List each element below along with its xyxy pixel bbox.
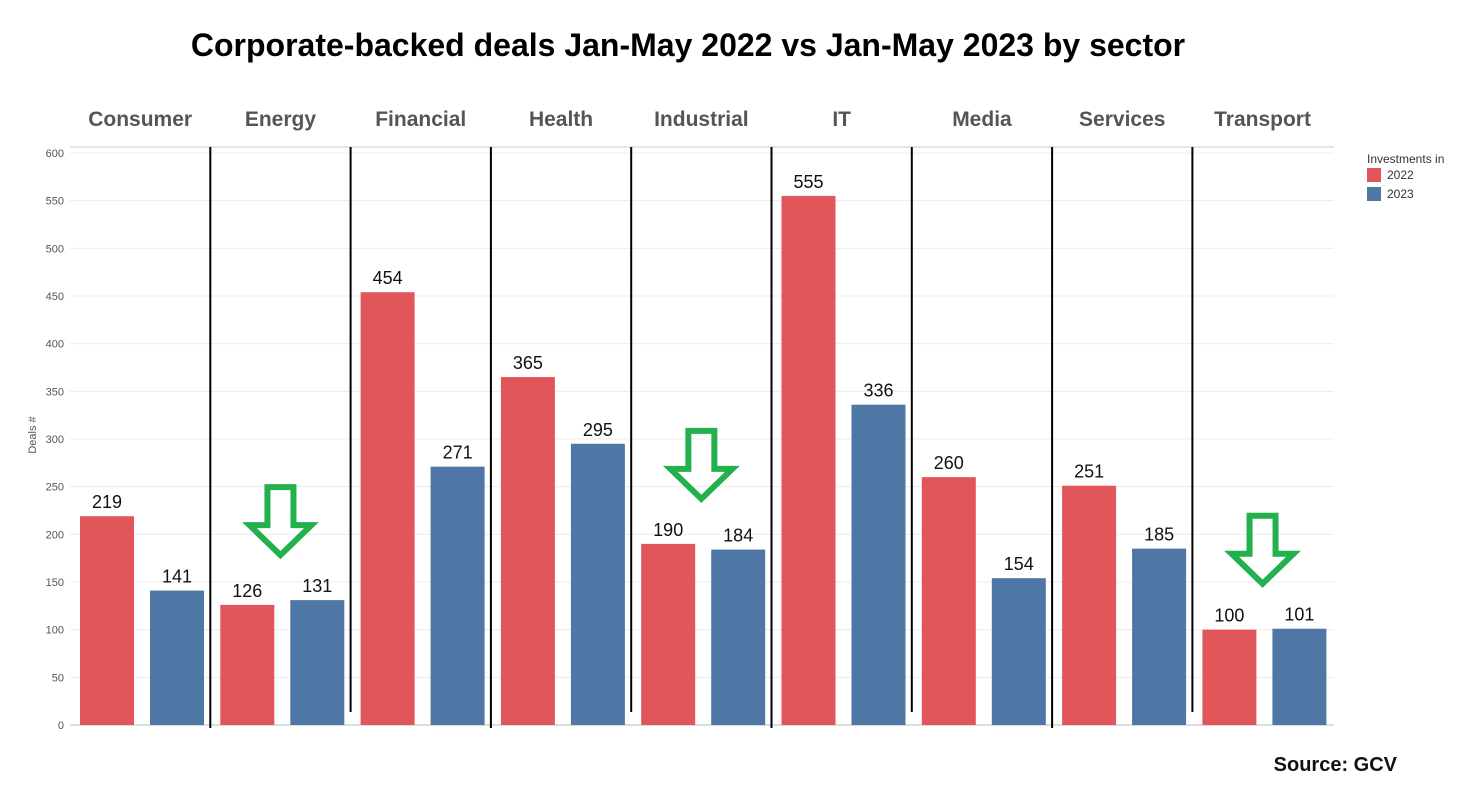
sector-header: IT xyxy=(832,108,851,131)
gridlines xyxy=(70,146,1334,726)
legend: Investments in 2022 2023 xyxy=(1367,152,1444,201)
sector-header: Services xyxy=(1079,108,1165,131)
y-tick-label: 100 xyxy=(46,625,64,637)
bar xyxy=(220,604,275,725)
sector-headers: Consumer Energy Financial Health Industrial I… xyxy=(88,108,1311,131)
bar xyxy=(641,543,696,725)
legend-swatch xyxy=(1367,187,1381,201)
bar xyxy=(1062,485,1117,725)
data-label: 141 xyxy=(162,567,192,587)
y-axis-label: Deals # xyxy=(27,415,39,453)
y-axis: 0 50 100 150 200 250 300 350 400 450 500 550 600 xyxy=(46,148,64,732)
y-tick-label: 50 xyxy=(52,672,64,684)
data-label: 185 xyxy=(1144,525,1174,545)
sector-header: Transport xyxy=(1214,108,1311,131)
bar xyxy=(711,549,766,725)
bar xyxy=(1272,628,1327,725)
bar xyxy=(500,377,555,725)
y-tick-label: 0 xyxy=(58,720,64,732)
chart-title: Corporate-backed deals Jan-May 2022 vs J… xyxy=(191,27,1185,63)
sector-header: Media xyxy=(952,108,1012,131)
data-label: 271 xyxy=(443,443,473,463)
data-label: 184 xyxy=(723,526,753,546)
bar xyxy=(570,443,625,725)
sector-header: Financial xyxy=(375,108,466,131)
down-arrow-icon xyxy=(662,427,740,504)
data-label: 555 xyxy=(793,172,823,192)
sector-header: Consumer xyxy=(88,108,192,131)
bar xyxy=(1132,548,1187,725)
data-label: 126 xyxy=(232,581,262,601)
y-tick-label: 150 xyxy=(46,577,64,589)
data-label: 336 xyxy=(863,381,893,401)
bar xyxy=(80,516,134,725)
source-note: Source: GCV xyxy=(1274,754,1398,776)
sector-header: Industrial xyxy=(654,108,749,131)
legend-title: Investments in xyxy=(1367,152,1444,166)
bar xyxy=(150,590,204,725)
y-tick-label: 550 xyxy=(46,196,64,208)
data-label: 251 xyxy=(1074,462,1104,482)
y-tick-label: 350 xyxy=(46,386,64,398)
down-arrow-icon xyxy=(1224,512,1301,588)
bar xyxy=(360,292,415,725)
sector-header: Health xyxy=(529,108,593,131)
sector-header: Energy xyxy=(245,108,317,131)
y-tick-label: 600 xyxy=(46,148,64,160)
bar xyxy=(290,600,345,725)
legend-label: 2023 xyxy=(1387,187,1414,201)
bar xyxy=(991,578,1046,725)
data-label: 154 xyxy=(1004,554,1034,574)
bar xyxy=(781,195,836,725)
bar xyxy=(921,477,976,725)
y-tick-label: 200 xyxy=(46,529,64,541)
legend-swatch xyxy=(1367,168,1381,182)
bar xyxy=(851,404,906,725)
bar xyxy=(430,466,485,725)
bar xyxy=(1202,629,1257,725)
data-label: 365 xyxy=(513,353,543,373)
data-label: 219 xyxy=(92,492,122,512)
y-tick-label: 250 xyxy=(46,482,64,494)
legend-label: 2022 xyxy=(1387,168,1414,182)
data-label: 100 xyxy=(1214,606,1244,626)
sector-dividers xyxy=(209,147,1194,728)
data-label: 131 xyxy=(302,576,332,596)
data-label: 454 xyxy=(373,268,403,288)
data-label: 101 xyxy=(1284,605,1314,625)
down-arrow-icon xyxy=(242,484,319,560)
data-label: 260 xyxy=(934,453,964,473)
value-labels: 219 126 454 365 190 555 260 251 100 141 131 271 295 1… xyxy=(92,172,1314,626)
data-label: 190 xyxy=(653,520,683,540)
y-tick-label: 450 xyxy=(46,291,64,303)
annotations xyxy=(242,427,1301,588)
y-tick-label: 400 xyxy=(46,339,64,351)
bars xyxy=(80,195,1327,725)
y-tick-label: 300 xyxy=(46,434,64,446)
data-label: 295 xyxy=(583,420,613,440)
y-tick-label: 500 xyxy=(46,243,64,255)
